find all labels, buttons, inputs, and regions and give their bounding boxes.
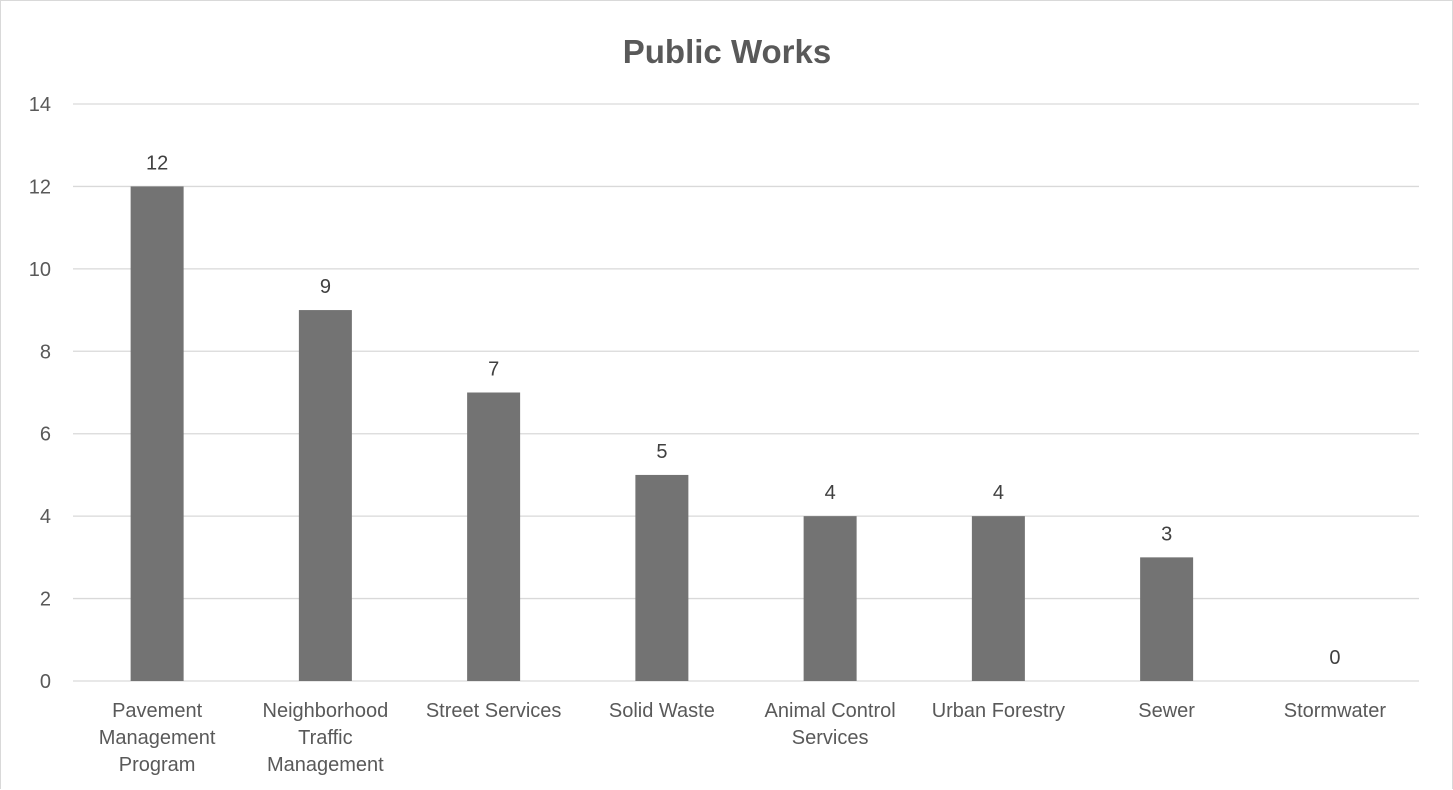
bar <box>635 474 689 681</box>
x-tick-label: Stormwater <box>1284 700 1387 722</box>
y-tick-label: 0 <box>40 671 51 693</box>
x-tick-label: Urban Forestry <box>932 700 1065 722</box>
x-tick-label: Street Services <box>426 700 562 722</box>
x-tick-label: Animal Control Services <box>765 700 896 749</box>
data-label: 5 <box>656 441 667 463</box>
bar <box>971 516 1025 681</box>
x-tick-label: Sewer <box>1138 700 1195 722</box>
data-label: 12 <box>146 152 168 174</box>
bar <box>298 310 352 681</box>
data-label: 4 <box>825 482 836 504</box>
data-label: 7 <box>488 359 499 381</box>
x-tick-label: Neighborhood Traffic Management <box>263 700 389 776</box>
data-label: 9 <box>320 276 331 298</box>
x-tick-label: Pavement Management Program <box>99 700 216 776</box>
data-label: 4 <box>993 482 1004 504</box>
bar <box>467 392 521 681</box>
bar <box>1140 557 1194 681</box>
x-tick-label: Solid Waste <box>609 700 715 722</box>
bars <box>130 186 1194 681</box>
data-label: 0 <box>1329 647 1340 669</box>
data-label: 3 <box>1161 523 1172 545</box>
x-axis-categories: Pavement Management Program Neighborhood Tra… <box>99 700 1387 776</box>
bar <box>803 516 857 681</box>
gridlines <box>73 103 1419 682</box>
y-tick-label: 2 <box>40 589 51 611</box>
bar <box>130 186 184 681</box>
y-tick-label: 4 <box>40 506 51 528</box>
y-tick-label: 12 <box>29 176 51 198</box>
data-labels: 12 9 7 5 4 4 3 0 <box>146 152 1340 669</box>
y-tick-label: 8 <box>40 341 51 363</box>
y-axis-ticks: 0 2 4 6 8 10 12 14 <box>29 94 51 693</box>
y-tick-label: 6 <box>40 424 51 446</box>
y-tick-label: 14 <box>29 94 51 116</box>
y-tick-label: 10 <box>29 259 51 281</box>
chart-title: Public Works <box>623 33 831 70</box>
